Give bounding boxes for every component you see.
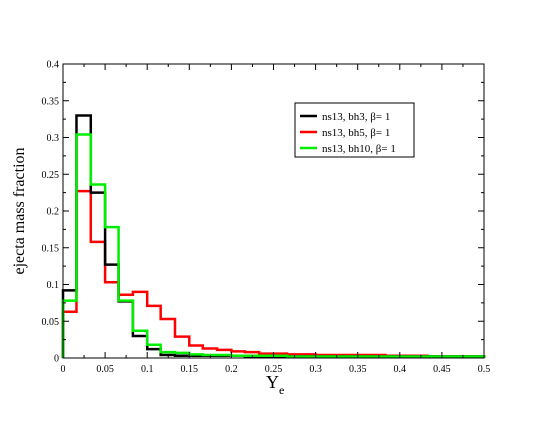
y-tick-label: 0.15	[42, 243, 60, 254]
y-axis-label: ejecta mass fraction	[11, 147, 28, 274]
x-tick-label: 0.25	[265, 364, 283, 375]
legend-label-1: ns13, bh5, β= 1	[322, 127, 390, 139]
x-tick-label: 0.5	[478, 364, 491, 375]
series-line-1	[61, 189, 486, 358]
x-tick-label: 0.2	[225, 364, 238, 375]
x-tick-label: 0.05	[96, 364, 114, 375]
series-line-2	[61, 133, 486, 358]
x-axis-label: Ye	[266, 372, 284, 397]
plot-frame	[62, 63, 485, 359]
y-tick-label: 0.1	[47, 280, 60, 291]
legend: ns13, bh3, β= 1 ns13, bh5, β= 1 ns13, bh10…	[294, 102, 415, 158]
y-tick-label: 0.2	[47, 207, 60, 218]
x-tick-label: 0.3	[309, 364, 322, 375]
y-tick-label: 0.35	[42, 96, 60, 107]
y-tick-label: 0	[54, 354, 59, 365]
x-tick-label: 0.35	[349, 364, 367, 375]
series-line-0	[61, 114, 486, 358]
axis-ticks: 0 0.05 0.1 0.15 0.2 0.25 0.3 0.35 0.4 0.45 0.5 0 0.0…	[42, 60, 491, 376]
x-tick-label: 0.15	[181, 364, 199, 375]
legend-label-0: ns13, bh3, β= 1	[322, 111, 390, 123]
x-axis-label-main: Y	[266, 372, 279, 392]
y-tick-label: 0.25	[42, 170, 60, 181]
x-axis-label-sub: e	[279, 383, 284, 397]
x-tick-label: 0.1	[141, 364, 154, 375]
y-tick-label: 0.4	[47, 60, 60, 71]
legend-label-2: ns13, bh10, β= 1	[322, 143, 396, 155]
x-tick-label: 0.4	[394, 364, 407, 375]
x-tick-label: 0.45	[433, 364, 451, 375]
plot-lines	[61, 114, 486, 358]
x-tick-label: 0	[61, 364, 66, 375]
y-tick-label: 0.3	[47, 133, 60, 144]
y-tick-label: 0.05	[42, 317, 60, 328]
